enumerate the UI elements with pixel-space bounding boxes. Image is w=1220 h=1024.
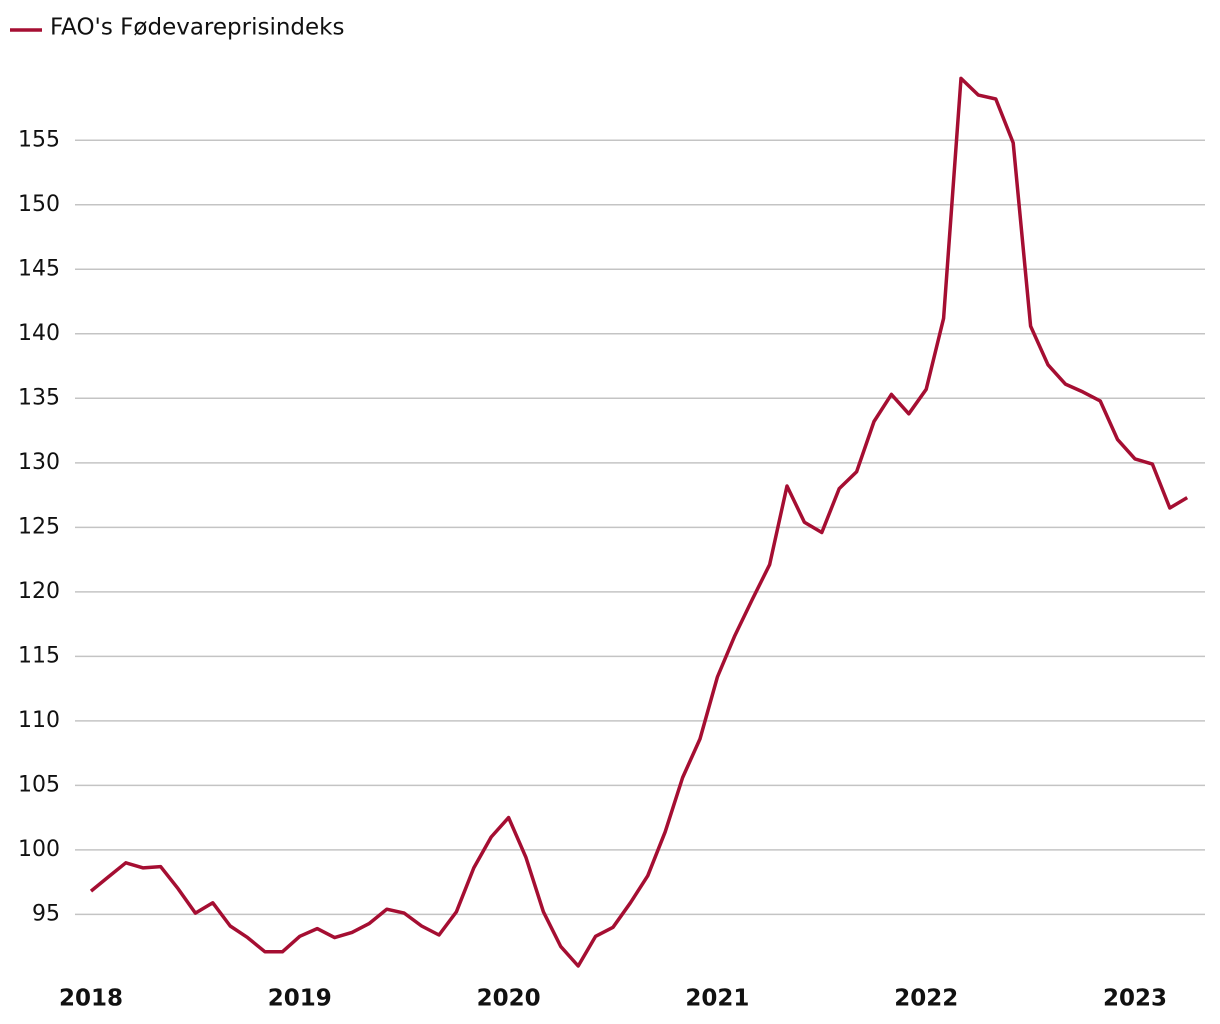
data-line [89, 76, 1189, 968]
y-tick-label: 135 [18, 385, 60, 410]
y-tick-label: 95 [32, 901, 60, 926]
x-tick-label: 2023 [1103, 986, 1167, 1012]
y-tick-label: 100 [18, 837, 60, 862]
y-tick-label: 110 [18, 708, 60, 733]
x-tick-label: 2022 [894, 986, 958, 1012]
y-tick-label: 150 [18, 192, 60, 217]
y-tick-label: 140 [18, 321, 60, 346]
y-tick-label: 115 [18, 643, 60, 668]
x-tick-label: 2018 [59, 986, 123, 1012]
legend-label: FAO's Fødevareprisindeks [50, 15, 344, 41]
x-tick-label: 2019 [268, 986, 332, 1012]
y-tick-label: 105 [18, 772, 60, 797]
y-tick-label: 155 [18, 127, 60, 152]
y-tick-label: 130 [18, 450, 60, 475]
y-tick-label: 120 [18, 579, 60, 604]
x-tick-label: 2021 [685, 986, 749, 1012]
y-tick-label: 125 [18, 514, 60, 539]
x-tick-label: 2020 [477, 986, 541, 1012]
y-tick-label: 145 [18, 256, 60, 281]
